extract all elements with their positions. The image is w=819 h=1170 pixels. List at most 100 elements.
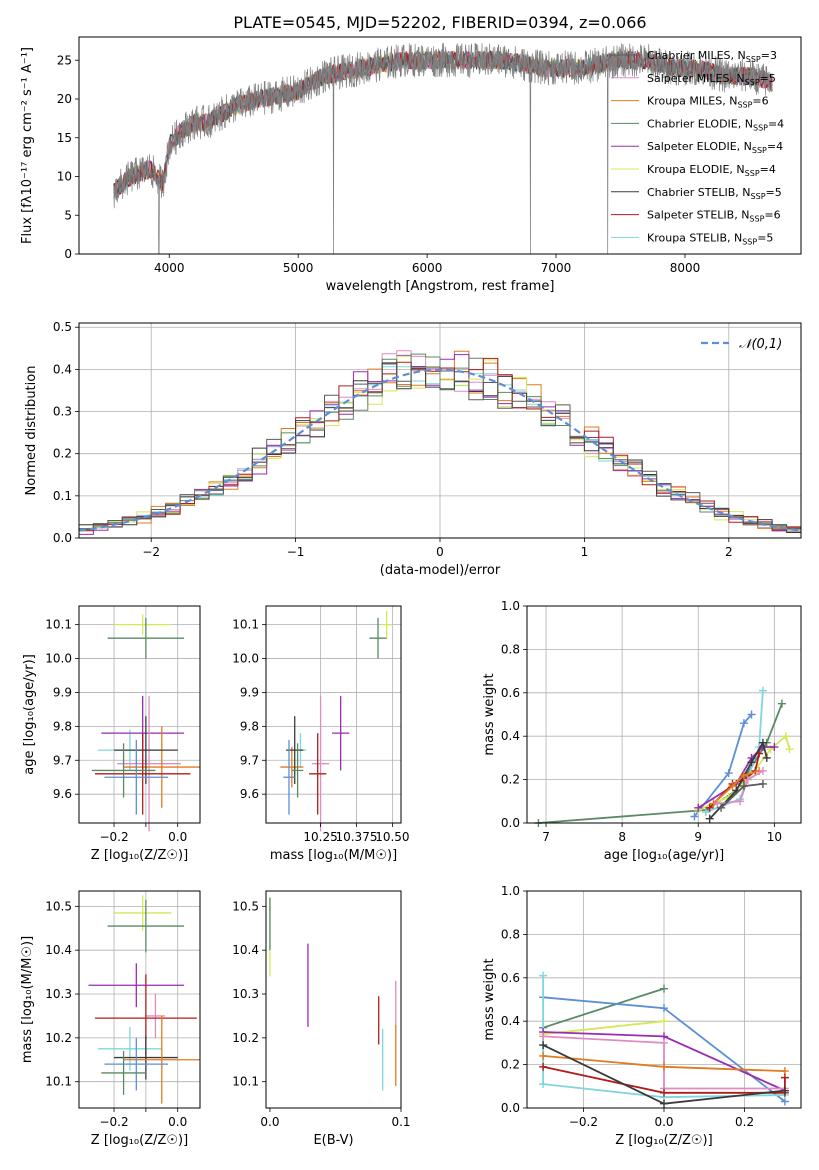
plus-marker (539, 1041, 548, 1050)
plus-marker (747, 758, 756, 767)
marks-mass_vs_Z (88, 895, 200, 1104)
y-tick-label: 0.2 (501, 1058, 520, 1072)
y-tick-label: 5 (64, 208, 72, 222)
axes-frame (78, 605, 201, 824)
y-tick-label: 20 (57, 92, 72, 106)
x-tick-label: 6000 (412, 261, 443, 275)
x-tick-label: 9 (694, 830, 702, 844)
plus-marker (739, 719, 748, 728)
panel-spectrum: 4000 5000 6000 7000 8000 0 5 10 15 20 25 wavelength… (20, 36, 802, 294)
normal-curve (79, 368, 801, 532)
plus-marker (758, 738, 767, 747)
x-axis-label: age [log₁₀(age/yr)] (604, 848, 725, 863)
x-tick-label: 0.1 (391, 1115, 410, 1129)
y-tick-label: 0.2 (53, 447, 72, 461)
legend-entry: Kroupa MILES, NSSP=6 (647, 95, 769, 110)
x-tick-label: 5000 (283, 261, 314, 275)
legend-value: =3 (761, 49, 777, 62)
plus-marker (539, 1080, 548, 1089)
plus-marker (660, 1004, 668, 1013)
marks-mass_vs_ebv (269, 897, 397, 1091)
y-axis-label: mass [log₁₀(M/M☉)] (20, 936, 35, 1063)
legend-text: Kroupa STELIB, N (647, 231, 742, 244)
errorbar-point (280, 746, 304, 788)
y-tick-label: 10.3 (45, 987, 72, 1001)
chart-layer: 4000 5000 6000 7000 80000510152025wavelength… (20, 36, 802, 1148)
axes-frame (526, 605, 802, 824)
plus-marker (777, 699, 786, 708)
legend-text: Salpeter STELIB, N (647, 209, 749, 222)
plus-marker (780, 1073, 789, 1082)
errorbar-point (123, 1015, 200, 1104)
legend-value: =4 (768, 117, 784, 130)
marks-age_vs_mass (280, 611, 393, 832)
x-axis-label: Z [log₁₀(Z/Z☉)] (91, 848, 188, 863)
y-tick-label: 0.8 (501, 927, 520, 941)
y-tick-label: 10.1 (232, 1075, 259, 1089)
y-tick-label: 9.6 (240, 787, 259, 801)
y-tick-label: 0.6 (501, 971, 520, 985)
errorbar-point (309, 733, 327, 815)
y-tick-label: 1.0 (501, 599, 520, 613)
plus-marker (743, 775, 752, 784)
legend-entry: Salpeter STELIB, NSSP=6 (647, 209, 781, 224)
errorbar-point (369, 617, 387, 659)
plus-marker (539, 1032, 548, 1041)
y-tick-label: 0.1 (53, 489, 72, 503)
errorbar-point (101, 1051, 146, 1095)
errorbar-point (114, 1035, 178, 1080)
x-tick-label: 0.0 (168, 1115, 187, 1129)
legend-subscript: SSP (745, 78, 760, 87)
x-tick-label: 8 (618, 830, 626, 844)
legend-text: Chabrier ELODIE, N (647, 117, 753, 130)
residual-histogram (79, 362, 801, 537)
y-tick-label: 10.1 (232, 618, 259, 632)
weight-line (717, 770, 764, 805)
y-tick-label: 10.1 (45, 1075, 72, 1089)
x-tick-label: −0.2 (569, 1115, 598, 1129)
x-tick-label: 7000 (541, 261, 572, 275)
x-tick-label: 0.0 (260, 1115, 279, 1129)
legend-subscript: SSP (746, 55, 761, 64)
y-tick-label: 9.8 (240, 719, 259, 733)
legend-entry: Kroupa ELODIE, NSSP=4 (647, 163, 776, 178)
x-axis-label: mass [log₁₀(M/M☉)] (270, 848, 397, 863)
histograms (79, 350, 801, 537)
marks-weight_vs_age (534, 686, 794, 827)
weight-series (539, 1032, 789, 1093)
legend-subscript: SSP (737, 101, 752, 110)
y-tick-label: 9.7 (53, 753, 72, 767)
legend-entry: Chabrier ELODIE, NSSP=4 (647, 117, 784, 132)
legend-entry: Salpeter ELODIE, NSSP=4 (647, 140, 783, 155)
legend-entry: 𝒩(0,1) (739, 337, 782, 352)
x-tick-label: 10.25 (303, 830, 337, 844)
x-tick-label: −0.2 (99, 830, 128, 844)
panel-age_vs_Z: −0.2 0.0 9.6 9.7 9.8 9.9 10.0 10.1 Z [log₁₀(Z/Z☉… (22, 605, 201, 863)
y-axis-label: mass weight (482, 958, 497, 1040)
errorbar-point (123, 726, 200, 808)
plus-marker (758, 766, 767, 775)
y-tick-label: 10.5 (232, 899, 259, 913)
y-tick-label: 0.2 (501, 773, 520, 787)
y-tick-label: 0.0 (501, 1101, 520, 1115)
weight-series (717, 779, 767, 812)
y-axis-label: Normed distribution (24, 366, 39, 496)
y-tick-label: 0.4 (53, 362, 72, 376)
x-tick-label: 4000 (154, 261, 185, 275)
plus-marker (785, 745, 794, 754)
weight-line (712, 770, 760, 805)
y-tick-label: 9.6 (53, 787, 72, 801)
axes-frame (265, 890, 402, 1109)
plus-marker (660, 1017, 668, 1026)
legend-text: Kroupa MILES, N (647, 95, 737, 108)
legend-entry: Chabrier MILES, NSSP=3 (647, 49, 777, 64)
weight-series (539, 1051, 789, 1076)
legend-text: Chabrier MILES, N (647, 49, 746, 62)
panel-residuals: −2 −1 0 1 2 0.0 0.1 0.2 0.3 0.4 0.5 (data-model)/er… (24, 320, 802, 578)
y-tick-label: 9.9 (53, 685, 72, 699)
legend-value: =4 (760, 163, 776, 176)
y-tick-label: 0.3 (53, 405, 72, 419)
plus-marker (713, 799, 722, 808)
panel-weight_vs_age: 7 8 9 10 0.0 0.2 0.4 0.6 0.8 1.0 age [log₁₀(age/yr… (482, 599, 802, 863)
